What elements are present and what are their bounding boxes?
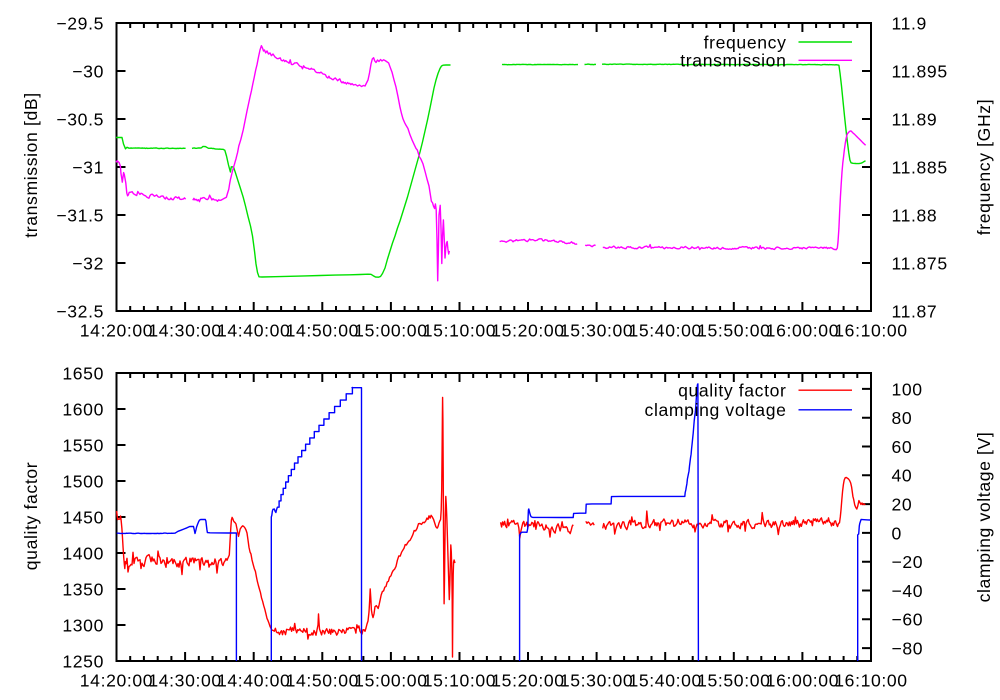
svg-text:14:50:00: 14:50:00 <box>286 320 359 340</box>
svg-text:transmission: transmission <box>680 51 786 71</box>
svg-text:1300: 1300 <box>62 615 104 635</box>
svg-text:1500: 1500 <box>62 471 104 491</box>
svg-text:14:40:00: 14:40:00 <box>217 670 290 690</box>
svg-text:14:50:00: 14:50:00 <box>286 670 359 690</box>
svg-text:11.885: 11.885 <box>892 157 948 177</box>
svg-text:1550: 1550 <box>62 435 104 455</box>
svg-text:−32: −32 <box>72 253 104 273</box>
svg-text:1400: 1400 <box>62 543 104 563</box>
svg-text:1600: 1600 <box>62 399 104 419</box>
svg-text:15:50:00: 15:50:00 <box>697 670 770 690</box>
svg-text:−31: −31 <box>72 157 104 177</box>
svg-text:clamping voltage [V]: clamping voltage [V] <box>974 432 994 603</box>
svg-text:80: 80 <box>892 408 913 428</box>
svg-text:15:10:00: 15:10:00 <box>423 320 496 340</box>
svg-text:−20: −20 <box>892 552 924 572</box>
svg-text:15:00:00: 15:00:00 <box>354 320 427 340</box>
svg-text:15:30:00: 15:30:00 <box>560 320 633 340</box>
svg-text:14:30:00: 14:30:00 <box>148 320 221 340</box>
svg-text:11.875: 11.875 <box>892 253 948 273</box>
svg-text:15:20:00: 15:20:00 <box>491 320 564 340</box>
svg-text:−80: −80 <box>892 639 924 659</box>
svg-text:11.9: 11.9 <box>892 13 927 33</box>
svg-text:40: 40 <box>892 466 913 486</box>
svg-text:15:20:00: 15:20:00 <box>491 670 564 690</box>
svg-text:16:10:00: 16:10:00 <box>834 320 907 340</box>
svg-text:−32.5: −32.5 <box>56 301 104 321</box>
svg-text:16:10:00: 16:10:00 <box>834 670 907 690</box>
svg-text:−40: −40 <box>892 581 924 601</box>
svg-text:−60: −60 <box>892 610 924 630</box>
svg-text:−29.5: −29.5 <box>56 13 104 33</box>
svg-text:frequency: frequency <box>704 32 787 52</box>
svg-text:11.88: 11.88 <box>892 205 938 225</box>
svg-text:clamping voltage: clamping voltage <box>645 400 787 420</box>
svg-text:15:40:00: 15:40:00 <box>628 670 701 690</box>
svg-text:1450: 1450 <box>62 507 104 527</box>
svg-text:−31.5: −31.5 <box>56 205 104 225</box>
svg-text:11.895: 11.895 <box>892 61 948 81</box>
svg-text:16:00:00: 16:00:00 <box>766 670 839 690</box>
svg-text:quality factor: quality factor <box>678 381 786 401</box>
svg-text:transmission [dB]: transmission [dB] <box>21 92 41 237</box>
svg-text:11.89: 11.89 <box>892 109 938 129</box>
svg-text:15:40:00: 15:40:00 <box>628 320 701 340</box>
svg-text:15:30:00: 15:30:00 <box>560 670 633 690</box>
svg-text:14:20:00: 14:20:00 <box>80 670 153 690</box>
svg-text:15:50:00: 15:50:00 <box>697 320 770 340</box>
svg-text:16:00:00: 16:00:00 <box>766 320 839 340</box>
svg-text:14:20:00: 14:20:00 <box>80 320 153 340</box>
svg-text:1250: 1250 <box>62 651 104 671</box>
svg-text:1650: 1650 <box>62 363 104 383</box>
svg-text:−30: −30 <box>72 61 104 81</box>
svg-text:0: 0 <box>892 523 902 543</box>
svg-text:1350: 1350 <box>62 579 104 599</box>
svg-text:100: 100 <box>892 379 923 399</box>
svg-text:15:00:00: 15:00:00 <box>354 670 427 690</box>
svg-text:11.87: 11.87 <box>892 301 938 321</box>
svg-text:20: 20 <box>892 495 913 515</box>
svg-text:frequency [GHz]: frequency [GHz] <box>974 99 994 235</box>
svg-text:60: 60 <box>892 437 913 457</box>
svg-text:quality factor: quality factor <box>21 462 41 570</box>
svg-text:14:40:00: 14:40:00 <box>217 320 290 340</box>
svg-text:15:10:00: 15:10:00 <box>423 670 496 690</box>
svg-text:−30.5: −30.5 <box>56 109 104 129</box>
svg-text:14:30:00: 14:30:00 <box>148 670 221 690</box>
